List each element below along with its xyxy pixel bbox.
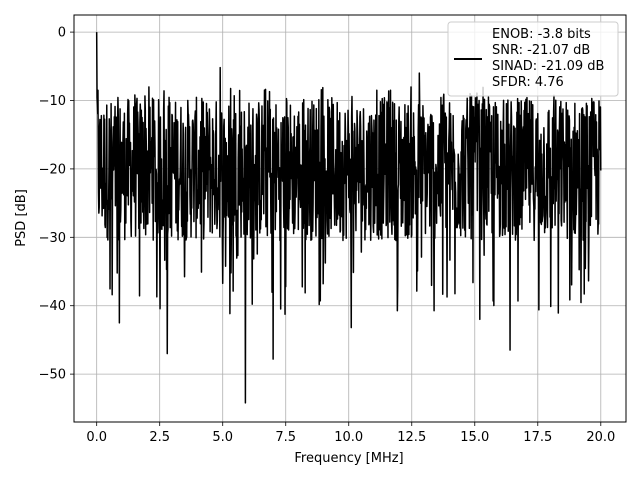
legend-box: [447, 21, 619, 97]
legend-entry: SFDR: 4.76: [492, 75, 564, 90]
x-tick-label: 5.0: [212, 430, 233, 445]
legend-entry: SINAD: -21.09 dB: [492, 59, 604, 74]
x-tick-label: 12.5: [397, 430, 426, 445]
x-tick-label: 2.5: [149, 430, 170, 445]
plot-frame: [73, 14, 627, 423]
legend-entry: SNR: -21.07 dB: [492, 43, 590, 58]
x-tick-label: 0.0: [86, 430, 107, 445]
legend-entry: ENOB: -3.8 bits: [492, 27, 591, 42]
x-axis-label: Frequency [MHz]: [294, 451, 403, 466]
x-tick-label: 17.5: [523, 430, 552, 445]
y-tick-label: −20: [39, 162, 66, 177]
x-tick-label: 15.0: [460, 430, 489, 445]
y-axis-label: PSD [dB]: [14, 189, 29, 247]
y-tick-label: −50: [39, 368, 66, 383]
x-tick-label: 7.5: [275, 430, 296, 445]
y-tick-label: −40: [39, 299, 66, 314]
y-tick-label: −10: [39, 94, 66, 109]
y-tick-label: −30: [39, 231, 66, 246]
y-axis-ticks: 0 −10 −20 −30 −40 −50: [39, 26, 74, 383]
psd-series-line: [95, 32, 602, 404]
x-tick-label: 20.0: [586, 430, 615, 445]
x-tick-label: 10.0: [334, 430, 363, 445]
x-axis-ticks: 0.0 2.5 5.0 7.5 10.0 12.5 15.0 17.5 20.0: [86, 422, 615, 445]
y-tick-label: 0: [58, 26, 66, 41]
